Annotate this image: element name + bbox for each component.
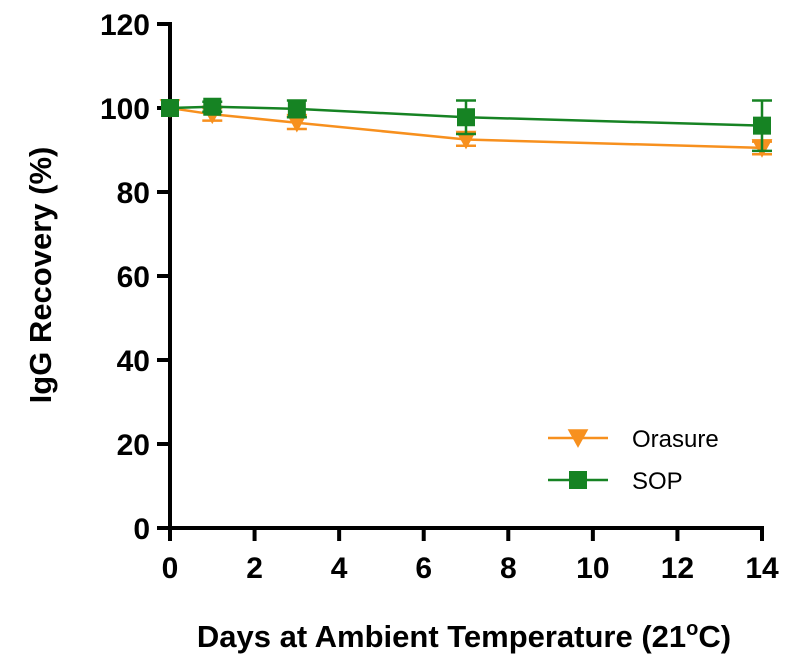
data-point (457, 108, 475, 127)
data-point (569, 471, 587, 489)
y-tick-label: 80 (117, 177, 150, 210)
y-tick-label: 20 (117, 429, 150, 462)
x-tick-label: 2 (246, 552, 263, 585)
x-axis-title-end: C) (698, 619, 731, 654)
data-point (753, 116, 771, 135)
x-tick-label: 6 (415, 552, 432, 585)
y-tick-label: 100 (100, 93, 150, 126)
legend-label: Orasure (632, 426, 719, 453)
data-point (203, 97, 222, 116)
y-tick-label: 40 (117, 345, 150, 378)
series-sop (161, 97, 772, 153)
x-axis-title-superscript: o (686, 618, 698, 640)
x-tick-label: 12 (661, 552, 694, 585)
y-tick-label: 60 (117, 261, 150, 294)
x-axis-title-main: Days at Ambient Temperature (21 (197, 619, 686, 654)
legend-item-orasure: Orasure (548, 426, 719, 453)
data-point (161, 99, 179, 117)
x-tick-label: 8 (500, 552, 517, 585)
y-tick-label: 0 (133, 513, 150, 546)
data-point (287, 99, 306, 118)
legend: Orasure SOP (548, 426, 719, 495)
x-tick-label: 10 (576, 552, 609, 585)
legend-label: SOP (632, 468, 683, 495)
x-tick-label: 0 (162, 552, 179, 585)
x-tick-label: 14 (745, 552, 779, 585)
y-tick-label: 120 (100, 9, 150, 42)
x-axis-title: Days at Ambient Temperature (21oC) (197, 618, 731, 654)
legend-item-sop: SOP (548, 468, 683, 495)
series-layer (159, 97, 773, 158)
x-tick-label: 4 (331, 552, 348, 585)
data-point (567, 429, 589, 448)
axes: 0 20 40 60 80 100 120 0 2 4 6 8 10 12 14 (100, 9, 779, 585)
y-axis-title: IgG Recovery (%) (23, 147, 58, 404)
data-point (455, 130, 477, 150)
data-point (286, 113, 308, 133)
